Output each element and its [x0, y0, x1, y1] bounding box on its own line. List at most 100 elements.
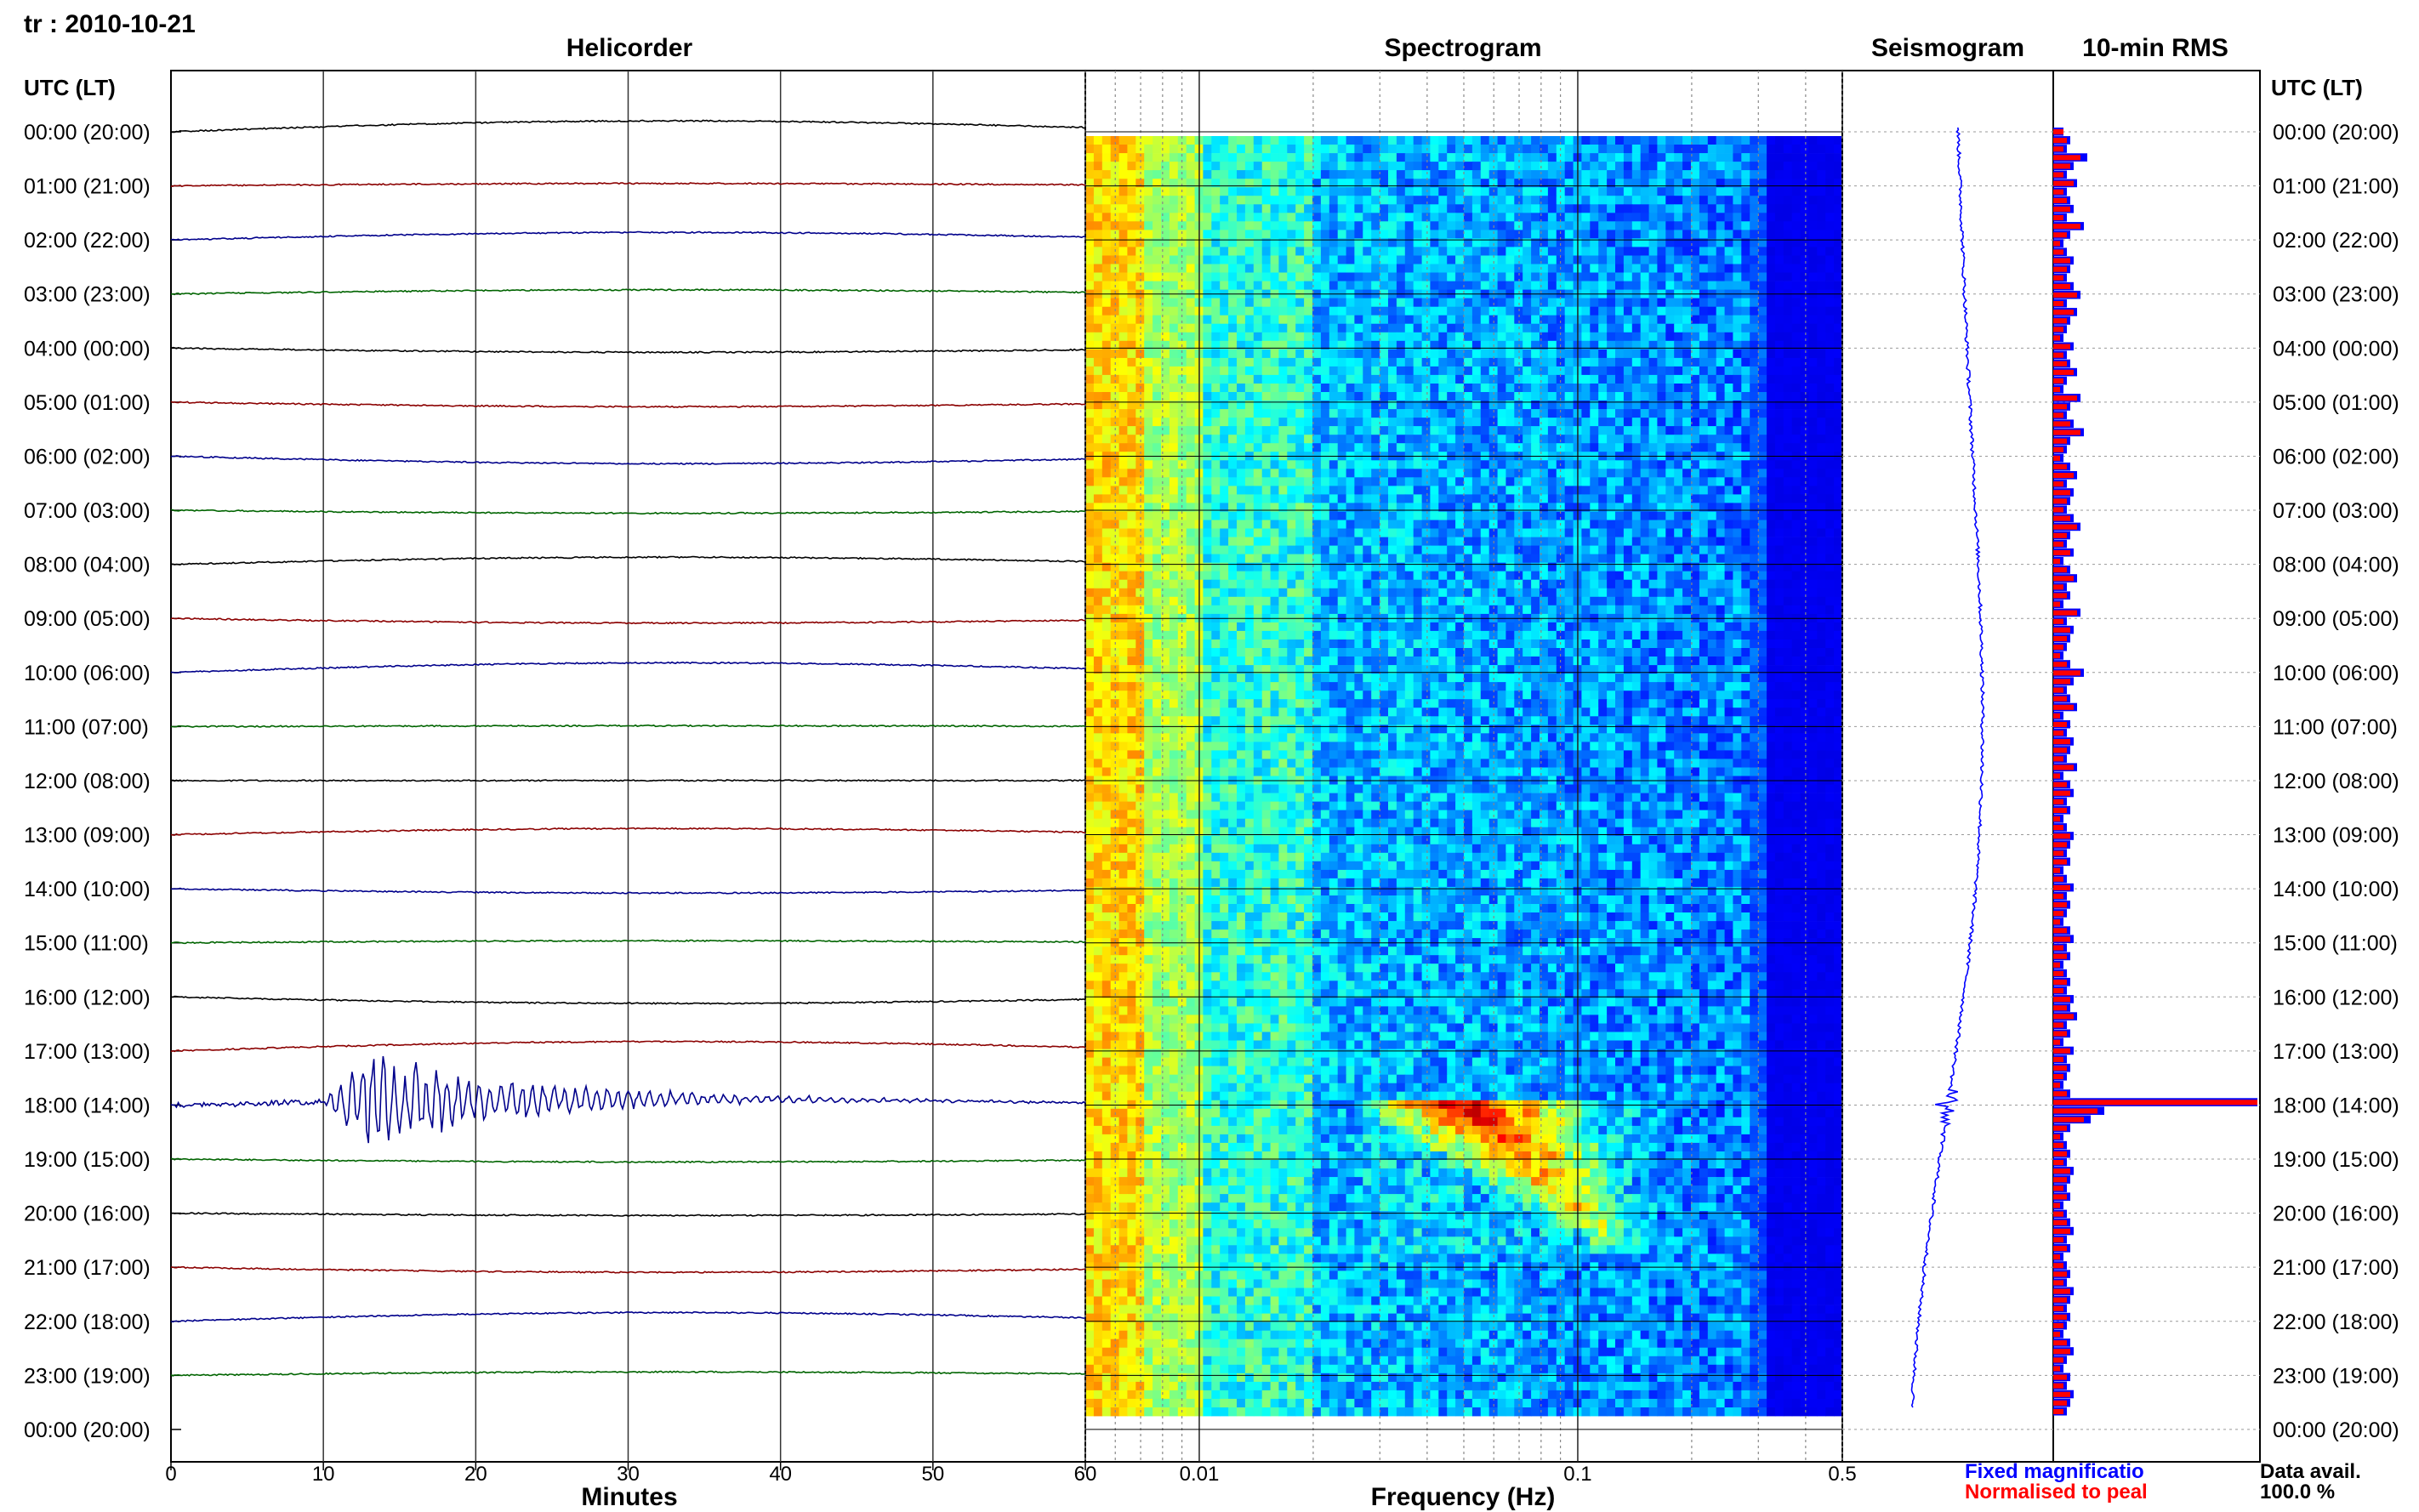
spectrogram-cell [1396, 409, 1406, 418]
spectrogram-cell [1261, 554, 1272, 563]
spectrogram-cell [1244, 392, 1255, 401]
spectrogram-cell [1278, 537, 1288, 546]
spectrogram-cell [1127, 469, 1136, 478]
spectrogram-cell [1337, 392, 1347, 401]
spectrogram-cell [1716, 221, 1726, 230]
spectrogram-cell [1817, 340, 1826, 350]
spectrogram-cell [1674, 511, 1683, 520]
spectrogram-cell [1540, 384, 1549, 393]
spectrogram-cell [1447, 162, 1456, 171]
spectrogram-cell [1825, 384, 1835, 393]
spectrogram-cell [1523, 520, 1532, 529]
spectrogram-cell [1531, 426, 1540, 435]
spectrogram-cell [1101, 357, 1112, 367]
spectrogram-cell [1354, 136, 1363, 145]
spectrogram-cell [1371, 247, 1380, 256]
spectrogram-cell [1800, 554, 1810, 563]
spectrogram-cell [1337, 255, 1347, 264]
spectrogram-cell [1523, 306, 1532, 316]
spectrogram-cell [1093, 460, 1103, 469]
spectrogram-cell [1531, 187, 1540, 196]
spectrogram-cell [1547, 460, 1557, 469]
spectrogram-cell [1455, 187, 1465, 196]
spectrogram-cell [1085, 366, 1095, 376]
spectrogram-cell [1581, 187, 1591, 196]
spectrogram-cell [1699, 520, 1709, 529]
spectrogram-cell [1396, 443, 1406, 452]
spectrogram-cell [1253, 323, 1263, 333]
spectrogram-cell [1337, 340, 1347, 350]
spectrogram-cell [1438, 435, 1448, 444]
spectrogram-cell [1505, 340, 1515, 350]
spectrogram-cell [1674, 469, 1683, 478]
spectrogram-cell [1136, 511, 1145, 520]
spectrogram-cell [1244, 264, 1255, 273]
spectrogram-cell [1682, 153, 1692, 162]
spectrogram-cell [1421, 443, 1431, 452]
spectrogram-cell [1388, 374, 1397, 384]
spectrogram-cell [1144, 528, 1153, 537]
spectrogram-cell [1480, 298, 1490, 307]
spectrogram-cell [1531, 588, 1540, 598]
spectrogram-cell [1455, 545, 1465, 554]
spectrogram-cell [1363, 528, 1372, 537]
spectrogram-cell [1590, 366, 1599, 376]
spectrogram-cell [1774, 153, 1784, 162]
spectrogram-cell [1808, 281, 1818, 290]
spectrogram-cell [1287, 469, 1296, 478]
spectrogram-cell [1791, 528, 1801, 537]
spectrogram-cell [1455, 511, 1465, 520]
spectrogram-cell [1101, 579, 1112, 589]
spectrogram-cell [1615, 306, 1625, 316]
spectrogram-cell [1800, 238, 1810, 247]
spectrogram-cell [1707, 281, 1717, 290]
spectrogram-cell [1716, 162, 1726, 171]
spectrogram-cell [1724, 349, 1734, 359]
spectrogram-cell [1253, 418, 1263, 427]
spectrogram-cell [1346, 179, 1356, 188]
utc-lt-left-header: UTC (LT) [24, 75, 116, 100]
spectrogram-cell [1741, 238, 1750, 247]
spectrogram-cell [1295, 588, 1305, 598]
spectrogram-cell [1270, 238, 1280, 247]
spectrogram-cell [1699, 136, 1709, 145]
spectrogram-cell [1540, 238, 1549, 247]
spectrogram-cell [1430, 272, 1439, 281]
spectrogram-cell [1101, 238, 1112, 247]
spectrogram-cell [1203, 162, 1212, 171]
spectrogram-cell [1287, 357, 1296, 367]
spectrogram-cell [1615, 562, 1625, 572]
spectrogram-cell [1085, 298, 1095, 307]
spectrogram-cell [1320, 460, 1330, 469]
spectrogram-cell [1404, 562, 1414, 572]
spectrogram-cell [1228, 315, 1238, 325]
spectrogram-cell [1261, 153, 1272, 162]
spectrogram-cell [1177, 213, 1187, 222]
spectrogram-cell [1615, 528, 1625, 537]
spectrogram-cell [1110, 332, 1120, 342]
spectrogram-cell [1648, 588, 1659, 598]
spectrogram-cell [1278, 357, 1288, 367]
spectrogram-cell [1354, 426, 1363, 435]
spectrogram-cell [1741, 374, 1750, 384]
spectrogram-cell [1531, 494, 1540, 503]
spectrogram-cell [1278, 298, 1288, 307]
spectrogram-cell [1177, 571, 1187, 581]
spectrogram-cell [1447, 528, 1456, 537]
spectrogram-cell [1682, 281, 1692, 290]
spectrogram-cell [1540, 298, 1549, 307]
spectrogram-cell [1531, 272, 1540, 281]
spectrogram-cell [1380, 136, 1389, 145]
spectrogram-cell [1186, 571, 1196, 581]
spectrogram-cell [1363, 520, 1372, 529]
spectrogram-cell [1161, 306, 1170, 316]
spectrogram-cell [1817, 247, 1826, 256]
spectrogram-cell [1623, 179, 1633, 188]
spectrogram-cell [1774, 545, 1784, 554]
spectrogram-cell [1413, 255, 1423, 264]
spectrogram-cell [1808, 537, 1818, 546]
spectrogram-cell [1741, 349, 1750, 359]
spectrogram-cell [1825, 486, 1835, 495]
spectrogram-cell [1540, 281, 1549, 290]
spectrogram-cell [1758, 145, 1767, 154]
